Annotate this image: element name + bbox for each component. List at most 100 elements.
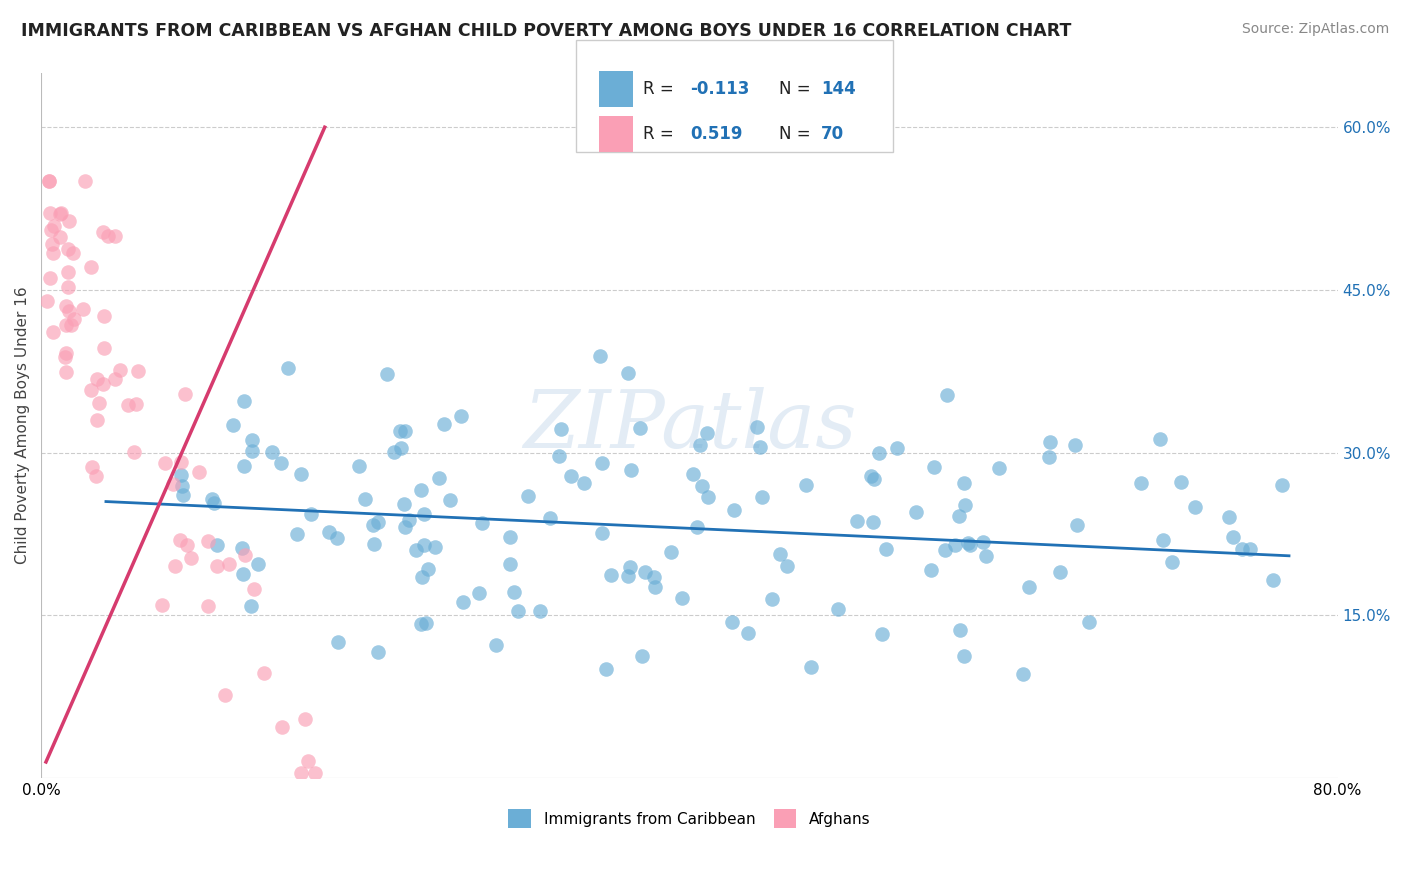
Point [170, 467, 193, 482]
Text: 0.519: 0.519 [690, 125, 742, 143]
Point [1184, 500, 1206, 514]
Point [197, 599, 219, 614]
Point [619, 560, 641, 574]
Point [468, 586, 491, 600]
Y-axis label: Child Poverty Among Boys Under 16: Child Poverty Among Boys Under 16 [15, 287, 30, 565]
Point [214, 689, 236, 703]
Point [285, 526, 308, 541]
Point [221, 418, 243, 433]
Point [233, 458, 256, 473]
Point [231, 541, 253, 555]
Point [485, 638, 508, 652]
Point [769, 547, 792, 561]
Point [62, 246, 84, 260]
Point [39, 223, 62, 237]
Point [974, 549, 997, 563]
Point [299, 507, 322, 521]
Point [415, 615, 437, 630]
Point [41, 246, 63, 260]
Point [104, 229, 127, 244]
Text: N =: N = [779, 79, 815, 98]
Point [290, 765, 312, 780]
Point [972, 534, 994, 549]
Point [62, 312, 84, 326]
Point [1261, 573, 1284, 587]
Point [162, 477, 184, 491]
Point [169, 533, 191, 548]
Point [347, 458, 370, 473]
Point [55, 299, 77, 313]
Point [846, 514, 869, 528]
Point [1160, 556, 1182, 570]
Text: -0.113: -0.113 [690, 79, 749, 98]
Point [723, 502, 745, 516]
Point [934, 542, 956, 557]
Point [176, 537, 198, 551]
Point [60, 318, 83, 333]
Point [49, 206, 72, 220]
Point [127, 364, 149, 378]
Point [297, 754, 319, 768]
Point [150, 599, 173, 613]
Point [207, 538, 229, 552]
Point [391, 441, 413, 455]
Point [1222, 530, 1244, 544]
Point [1149, 432, 1171, 446]
Point [616, 366, 638, 380]
Point [745, 420, 768, 434]
Point [696, 490, 718, 504]
Text: 144: 144 [821, 79, 856, 98]
Point [690, 479, 713, 493]
Point [394, 519, 416, 533]
Text: R =: R = [643, 125, 679, 143]
Point [1230, 541, 1253, 556]
Text: IMMIGRANTS FROM CARIBBEAN VS AFGHAN CHILD POVERTY AMONG BOYS UNDER 16 CORRELATIO: IMMIGRANTS FROM CARIBBEAN VS AFGHAN CHIL… [21, 22, 1071, 40]
Point [405, 543, 427, 558]
Point [413, 508, 436, 522]
Point [595, 662, 617, 676]
Point [232, 567, 254, 582]
Point [125, 397, 148, 411]
Point [800, 659, 823, 673]
Point [409, 483, 432, 497]
Point [574, 476, 596, 491]
Point [685, 520, 707, 534]
Point [860, 468, 883, 483]
Point [589, 350, 612, 364]
Point [326, 531, 349, 545]
Point [39, 270, 62, 285]
Point [450, 409, 472, 423]
Point [1049, 565, 1071, 579]
Point [1152, 533, 1174, 547]
Point [240, 599, 263, 613]
Point [591, 525, 613, 540]
Point [58, 304, 80, 318]
Point [172, 479, 194, 493]
Point [117, 398, 139, 412]
Point [863, 472, 886, 486]
Point [617, 569, 640, 583]
Point [751, 490, 773, 504]
Point [388, 424, 411, 438]
Point [170, 455, 193, 469]
Point [411, 569, 433, 583]
Point [93, 342, 115, 356]
Point [72, 301, 94, 316]
Point [49, 207, 72, 221]
Point [55, 365, 77, 379]
Point [270, 456, 292, 470]
Point [80, 459, 103, 474]
Point [433, 417, 456, 431]
Point [188, 466, 211, 480]
Point [439, 493, 461, 508]
Point [304, 765, 326, 780]
Text: R =: R = [643, 79, 679, 98]
Point [53, 350, 76, 364]
Point [97, 229, 120, 244]
Point [1011, 667, 1033, 681]
Point [953, 498, 976, 512]
Point [247, 557, 270, 571]
Point [948, 509, 970, 524]
Point [1218, 509, 1240, 524]
Point [233, 548, 256, 562]
